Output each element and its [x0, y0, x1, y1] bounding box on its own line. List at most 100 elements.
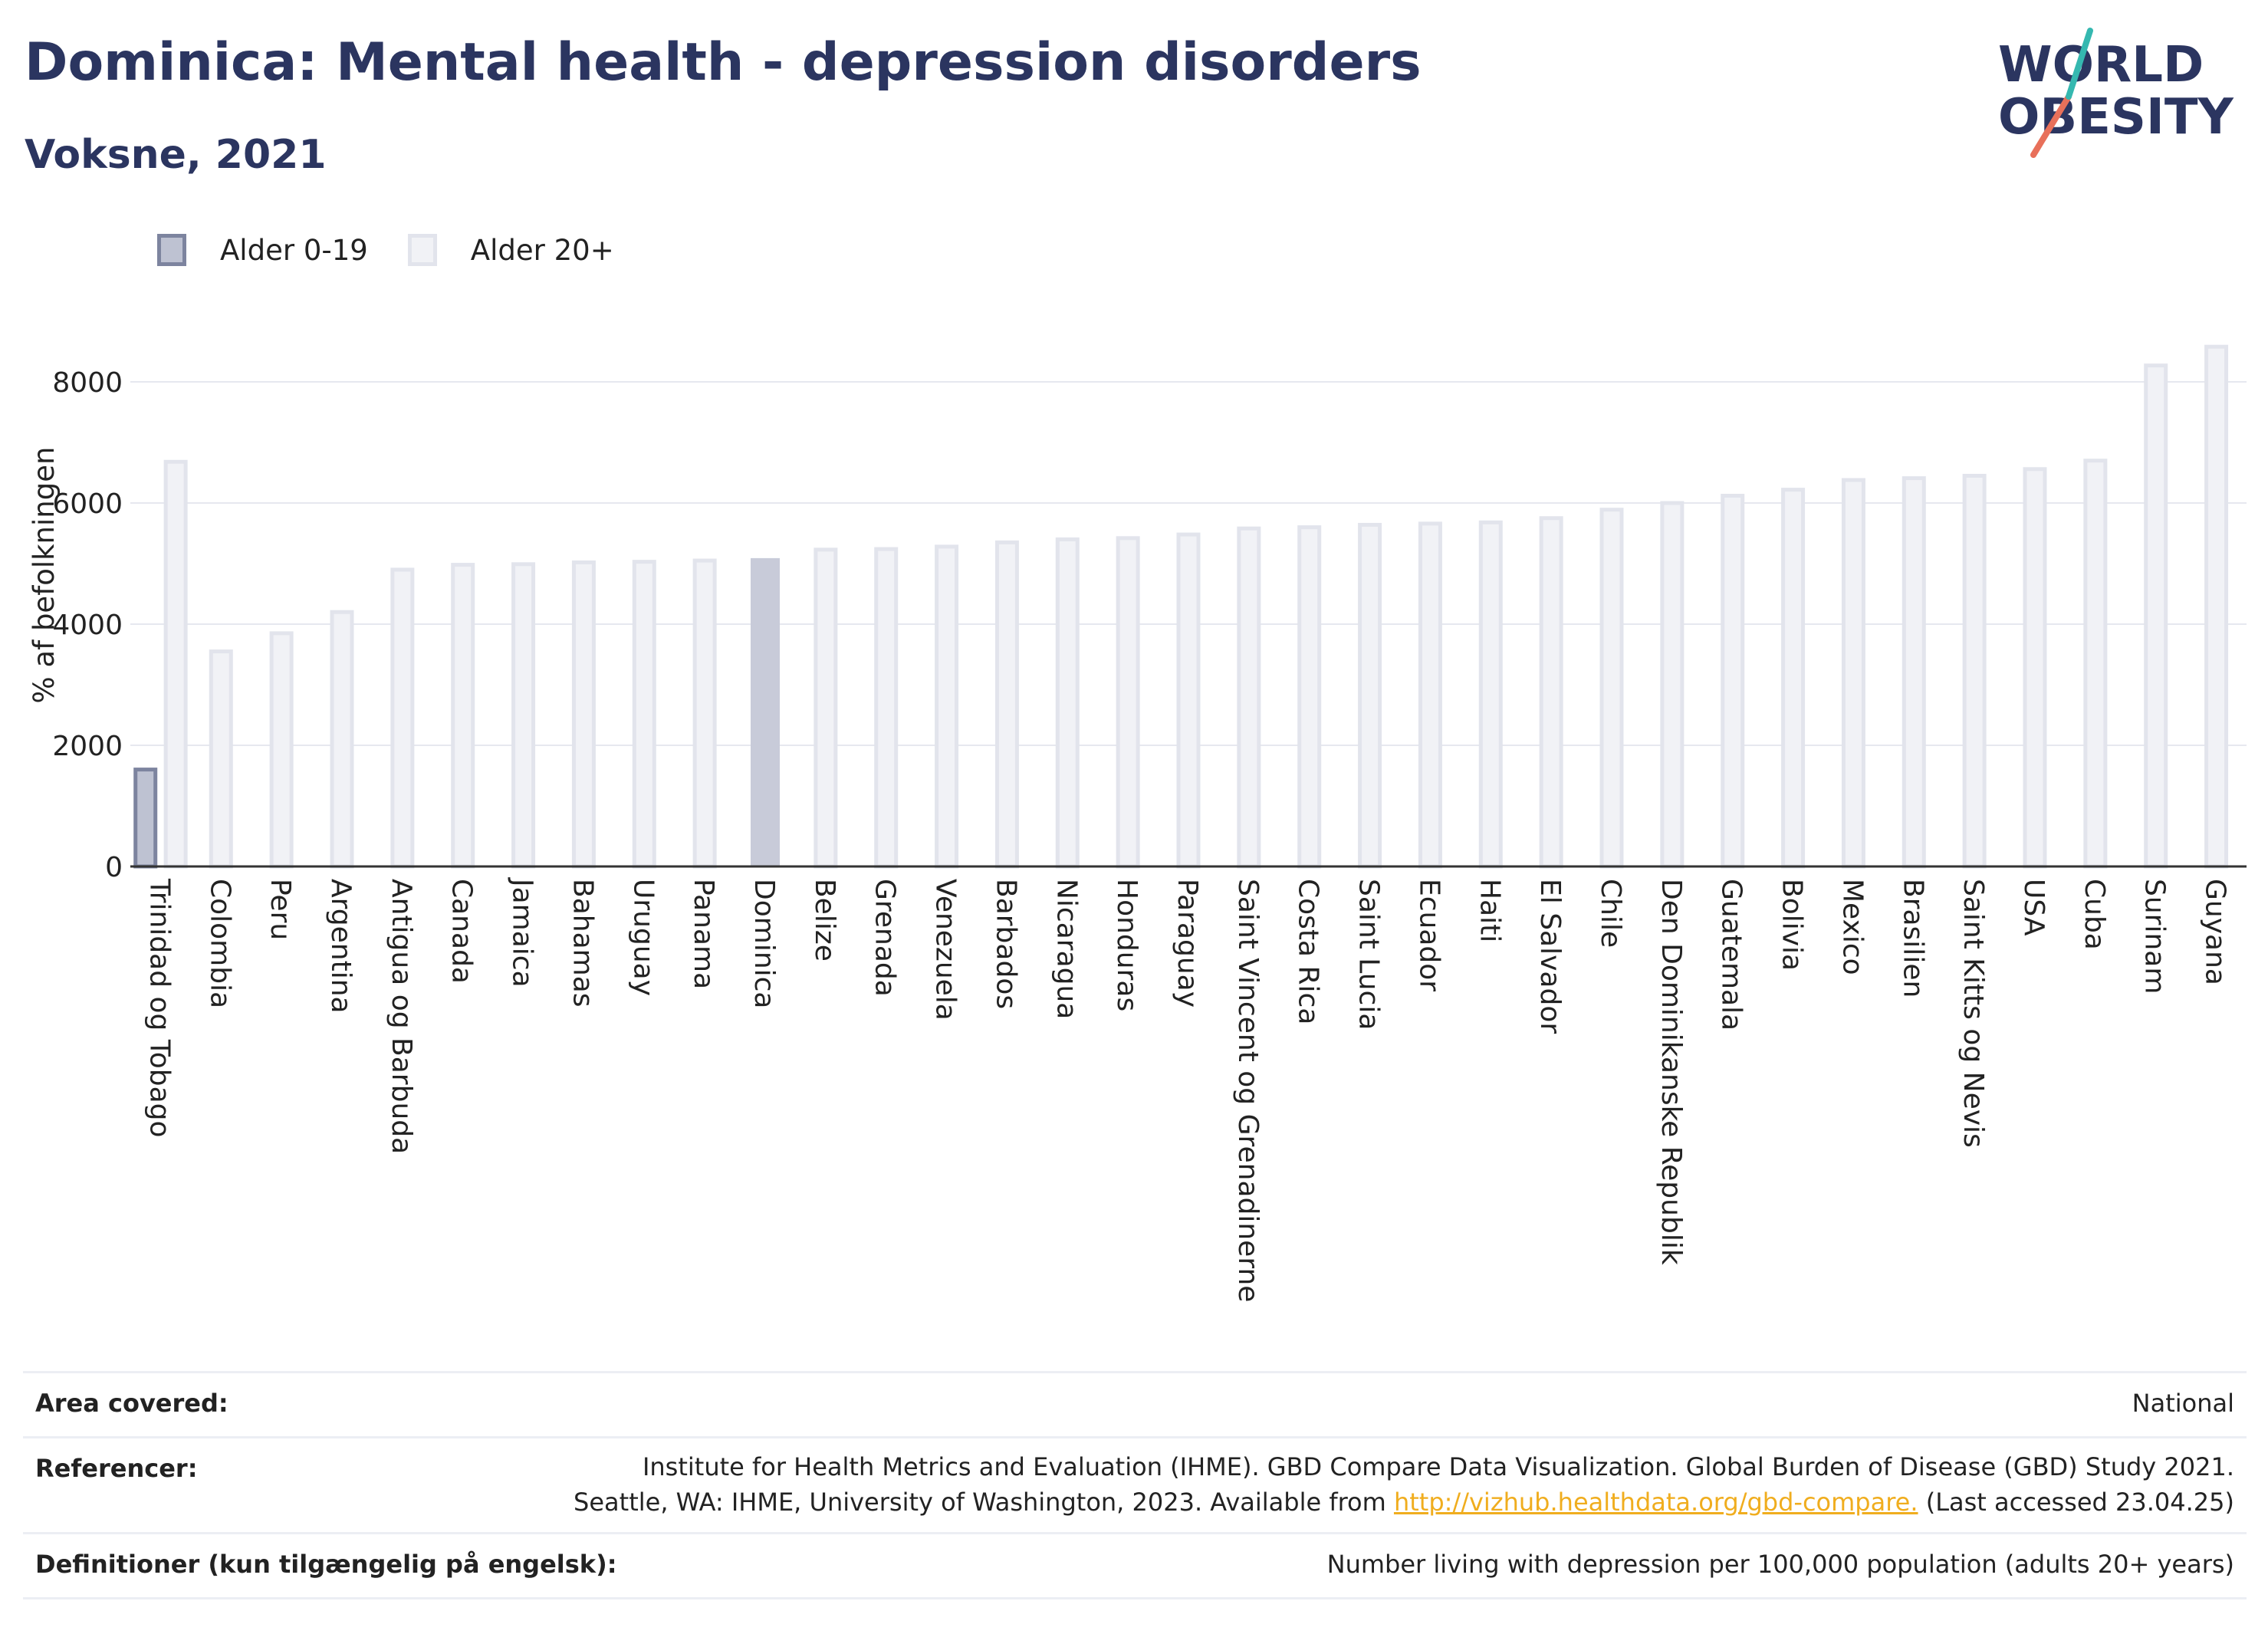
x-tick-label: Jamaica [507, 877, 538, 988]
bar-age-20-plus[interactable] [1721, 494, 1745, 869]
definitions-label: Definitioner (kun tilgængelig på engelsk… [35, 1550, 617, 1579]
x-tick-label: Antigua og Barbuda [386, 879, 417, 1154]
chart-title: Dominica: Mental health - depression dis… [25, 32, 1422, 93]
legend-item-age-0-19[interactable]: Alder 0-19 [157, 234, 368, 267]
area-covered-value: National [2132, 1389, 2234, 1418]
area-covered-label: Area covered: [35, 1389, 228, 1418]
bar-age-20-plus[interactable] [1418, 521, 1442, 869]
bar-age-20-plus[interactable] [632, 560, 656, 869]
x-tick-label: Trinidad og Tobago [143, 878, 175, 1138]
footer-row-references: Referencer: Institute for Health Metrics… [23, 1436, 2247, 1532]
bar-age-20-plus[interactable] [1116, 536, 1140, 869]
bar-age-20-plus[interactable] [2144, 363, 2168, 869]
bar-age-20-plus[interactable] [1841, 478, 1865, 869]
bar-age-20-plus[interactable] [1237, 526, 1261, 869]
legend-label-age-0-19: Alder 0-19 [220, 233, 368, 267]
bar-age-20-plus-highlighted[interactable] [751, 557, 780, 866]
legend-label-age-20-plus: Alder 20+ [470, 233, 614, 267]
x-tick-label: Haiti [1474, 879, 1505, 942]
x-tick-label: Uruguay [627, 879, 659, 996]
y-tick-label: 6000 [52, 488, 123, 520]
chart-subtitle: Voksne, 2021 [25, 132, 327, 178]
x-tick-label: Canada [446, 879, 478, 984]
bar-age-20-plus[interactable] [1660, 501, 1685, 869]
references-line-2: Seattle, WA: IHME, University of Washing… [574, 1484, 2234, 1520]
x-tick-label: Panama [688, 879, 719, 989]
bar-age-20-plus[interactable] [994, 540, 1019, 869]
legend-swatch-age-20-plus [407, 234, 437, 266]
x-tick-label: Barbados [990, 879, 1021, 1009]
x-tick-label: Peru [265, 879, 296, 940]
bar-age-20-plus[interactable] [2023, 467, 2047, 869]
bar-age-20-plus[interactable] [1962, 473, 1987, 869]
y-tick-label: 4000 [52, 610, 123, 641]
x-tick-label: Mexico [1836, 879, 1868, 975]
references-value: Institute for Health Metrics and Evaluat… [574, 1449, 2234, 1520]
x-tick-label: Brasilien [1897, 879, 1928, 998]
x-tick-label: Bahamas [567, 879, 598, 1008]
logo-word-obesity: OBESITY [1998, 89, 2233, 146]
world-obesity-logo: WORLD OBESITY [1998, 28, 2233, 158]
y-axis-title: % af befolkningen [28, 447, 61, 704]
y-tick-label: 0 [105, 852, 123, 883]
x-tick-label: Saint Vincent og Grenadinerne [1232, 879, 1264, 1302]
x-tick-label: Chile [1595, 879, 1626, 948]
bar-age-20-plus[interactable] [1599, 508, 1624, 869]
bar-age-20-plus[interactable] [269, 631, 294, 869]
bar-age-20-plus[interactable] [1176, 532, 1201, 869]
bar-age-20-plus[interactable] [1478, 520, 1503, 869]
chart-legend: Alder 0-19 Alder 20+ [157, 227, 654, 273]
bar-age-20-plus[interactable] [209, 649, 233, 869]
bar-age-0-19[interactable] [133, 768, 158, 869]
legend-swatch-age-0-19 [157, 234, 186, 266]
bar-age-20-plus[interactable] [2083, 459, 2108, 869]
bar-age-20-plus[interactable] [390, 567, 415, 869]
x-tick-label: Surinam [2139, 879, 2171, 994]
bar-age-20-plus[interactable] [692, 558, 717, 869]
x-tick-label: Belize [809, 879, 840, 962]
x-tick-label: Ecuador [1413, 879, 1445, 991]
bar-age-20-plus[interactable] [451, 563, 475, 869]
x-tick-label: Argentina [325, 879, 357, 1014]
footer-row-area: Area covered: National [23, 1371, 2247, 1436]
bars [133, 344, 2229, 869]
bar-age-20-plus[interactable] [163, 459, 188, 869]
source-link[interactable]: http://vizhub.healthdata.org/gbd-compare… [1393, 1488, 1918, 1517]
bar-age-20-plus[interactable] [511, 562, 536, 869]
bar-age-20-plus[interactable] [330, 610, 354, 869]
bar-age-20-plus[interactable] [2204, 344, 2229, 869]
bar-age-20-plus[interactable] [1781, 488, 1806, 869]
bar-age-20-plus[interactable] [1902, 476, 1926, 869]
bar-age-20-plus[interactable] [1297, 525, 1322, 869]
x-tick-label: Bolivia [1777, 879, 1808, 971]
x-tick-label: Guyana [2200, 879, 2231, 985]
bar-age-20-plus[interactable] [1358, 522, 1382, 869]
bar-age-20-plus[interactable] [814, 547, 838, 869]
bar-age-20-plus[interactable] [874, 547, 899, 869]
x-tick-label: Grenada [869, 879, 901, 997]
x-tick-label: Colombia [204, 879, 235, 1008]
x-tick-label: USA [2018, 879, 2049, 936]
bar-chart: 0 2000 4000 6000 8000 Trinidad og Tobago Colom… [28, 344, 2247, 1302]
chart-footer: Area covered: National Referencer: Insti… [23, 1371, 2247, 1599]
bar-age-20-plus[interactable] [1539, 516, 1563, 869]
y-tick-label: 8000 [52, 367, 123, 399]
references-line-2-text: Seattle, WA: IHME, University of Washing… [574, 1488, 1394, 1517]
bar-age-20-plus[interactable] [1055, 537, 1080, 869]
logo-word-world: WORLD [1998, 37, 2204, 94]
bar-age-20-plus[interactable] [935, 544, 959, 869]
x-tick-label: Paraguay [1172, 879, 1203, 1008]
x-tick-label: Nicaragua [1050, 879, 1082, 1019]
x-tick-label: Guatemala [1716, 879, 1747, 1031]
x-tick-label: Venezuela [930, 879, 961, 1021]
references-line-1: Institute for Health Metrics and Evaluat… [642, 1452, 2234, 1481]
x-tick-label: El Salvador [1534, 879, 1566, 1034]
x-tick-label: Cuba [2079, 879, 2110, 950]
references-label: Referencer: [35, 1454, 198, 1483]
definitions-value: Number living with depression per 100,00… [1326, 1550, 2234, 1579]
x-tick-label: Honduras [1111, 879, 1142, 1011]
x-tick-label: Dominica [748, 879, 780, 1009]
bar-age-20-plus[interactable] [571, 560, 596, 869]
legend-item-age-20-plus[interactable]: Alder 20+ [407, 233, 614, 267]
x-tick-label: Costa Rica [1293, 879, 1324, 1024]
